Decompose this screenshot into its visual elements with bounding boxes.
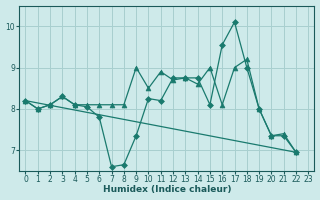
X-axis label: Humidex (Indice chaleur): Humidex (Indice chaleur): [103, 185, 231, 194]
